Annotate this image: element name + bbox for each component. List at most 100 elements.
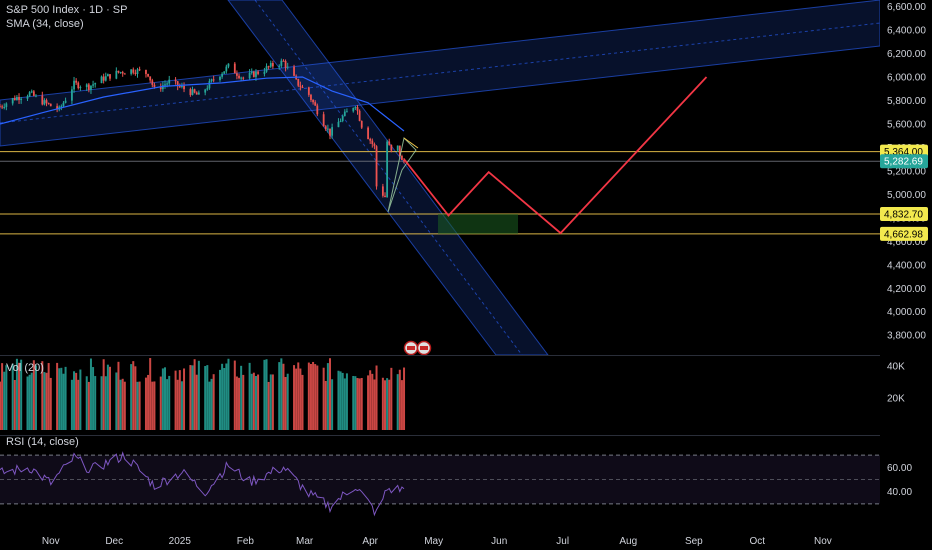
price-axis[interactable]: 3,800.00 4,000.00 4,200.00 4,400.00 4,600.00… xyxy=(880,2,928,498)
candle[interactable] xyxy=(195,92,198,95)
candle[interactable] xyxy=(35,95,37,97)
candle[interactable] xyxy=(41,95,44,105)
candle[interactable] xyxy=(358,110,361,121)
candle[interactable] xyxy=(151,80,154,85)
candle[interactable] xyxy=(375,146,378,187)
projection-path[interactable] xyxy=(403,76,708,235)
candle[interactable] xyxy=(109,74,111,79)
candle[interactable] xyxy=(384,195,386,197)
candle[interactable] xyxy=(176,81,179,87)
candle[interactable] xyxy=(73,80,75,90)
candle[interactable] xyxy=(301,87,304,89)
candle[interactable] xyxy=(183,85,185,90)
candle[interactable] xyxy=(153,84,156,88)
candle[interactable] xyxy=(398,145,401,156)
symbol-title[interactable]: S&P 500 Index · 1D · SP xyxy=(6,4,128,16)
candle[interactable] xyxy=(314,102,317,106)
candle[interactable] xyxy=(339,120,342,122)
candle[interactable] xyxy=(329,128,331,136)
candle[interactable] xyxy=(297,78,300,86)
candle[interactable] xyxy=(181,85,183,87)
candle[interactable] xyxy=(255,71,257,77)
candle[interactable] xyxy=(280,60,283,66)
candle[interactable] xyxy=(92,84,94,86)
candle[interactable] xyxy=(119,72,122,74)
candle[interactable] xyxy=(104,76,107,81)
candle[interactable] xyxy=(265,66,268,72)
candle[interactable] xyxy=(189,89,192,95)
candle[interactable] xyxy=(100,76,103,84)
candle[interactable] xyxy=(324,126,327,130)
candle[interactable] xyxy=(60,106,63,108)
price-badge[interactable] xyxy=(880,154,928,169)
candle[interactable] xyxy=(11,98,14,104)
candle[interactable] xyxy=(87,84,90,90)
candle[interactable] xyxy=(102,76,105,81)
candle[interactable] xyxy=(282,60,285,62)
triangle-drawing[interactable] xyxy=(387,136,417,213)
candle[interactable] xyxy=(5,103,8,107)
candle[interactable] xyxy=(3,106,6,108)
candle[interactable] xyxy=(346,111,348,113)
candle[interactable] xyxy=(252,71,255,77)
candle[interactable] xyxy=(396,145,399,151)
candle[interactable] xyxy=(166,83,169,85)
candle[interactable] xyxy=(121,72,124,74)
ascending-channel[interactable] xyxy=(0,0,880,147)
candle[interactable] xyxy=(236,73,238,76)
candle[interactable] xyxy=(79,87,82,89)
candles[interactable] xyxy=(0,58,405,198)
candle[interactable] xyxy=(18,97,20,100)
candle[interactable] xyxy=(77,82,80,89)
sma-line[interactable] xyxy=(0,76,405,132)
candle[interactable] xyxy=(310,94,312,100)
candle[interactable] xyxy=(352,107,355,112)
candle[interactable] xyxy=(149,76,152,81)
candle[interactable] xyxy=(174,79,177,82)
candle[interactable] xyxy=(401,155,403,160)
sma-legend[interactable]: SMA (34, close) xyxy=(6,18,84,30)
candle[interactable] xyxy=(123,73,126,75)
candle[interactable] xyxy=(161,85,164,90)
candle[interactable] xyxy=(130,69,133,74)
candle[interactable] xyxy=(267,66,270,68)
candle[interactable] xyxy=(257,71,259,74)
candle[interactable] xyxy=(238,75,240,79)
candle[interactable] xyxy=(28,92,31,97)
candle[interactable] xyxy=(381,186,384,196)
candle[interactable] xyxy=(219,76,221,80)
candle[interactable] xyxy=(221,73,224,77)
candle[interactable] xyxy=(164,84,166,86)
candle[interactable] xyxy=(212,79,215,81)
candle[interactable] xyxy=(371,140,374,144)
candle[interactable] xyxy=(30,91,33,93)
time-axis[interactable]: Nov Dec 2025 Feb Mar Apr May Jun Jul Aug Sep Oct Nov xyxy=(42,536,832,547)
candle[interactable] xyxy=(293,66,295,76)
price-plot-area[interactable] xyxy=(0,0,880,355)
candle[interactable] xyxy=(322,114,325,127)
candle[interactable] xyxy=(307,87,310,95)
candle[interactable] xyxy=(223,71,226,74)
candle[interactable] xyxy=(136,69,139,74)
candle[interactable] xyxy=(343,111,346,116)
candle[interactable] xyxy=(240,77,243,79)
candle[interactable] xyxy=(284,60,287,68)
price-pane[interactable] xyxy=(0,0,880,356)
volume-legend[interactable]: Vol (20) xyxy=(6,362,44,374)
price-badge[interactable] xyxy=(880,226,928,241)
candle[interactable] xyxy=(208,81,211,89)
candle[interactable] xyxy=(138,69,141,71)
candle[interactable] xyxy=(354,107,357,109)
candle[interactable] xyxy=(263,71,266,74)
candle[interactable] xyxy=(286,66,289,68)
candle[interactable] xyxy=(271,63,274,67)
candle[interactable] xyxy=(75,80,78,83)
candle[interactable] xyxy=(326,128,329,130)
candle[interactable] xyxy=(269,63,272,67)
candle[interactable] xyxy=(117,70,120,73)
candle[interactable] xyxy=(13,98,16,101)
candle[interactable] xyxy=(0,106,1,108)
candle[interactable] xyxy=(90,85,92,90)
candle[interactable] xyxy=(193,89,196,93)
rsi-line[interactable] xyxy=(0,451,405,517)
